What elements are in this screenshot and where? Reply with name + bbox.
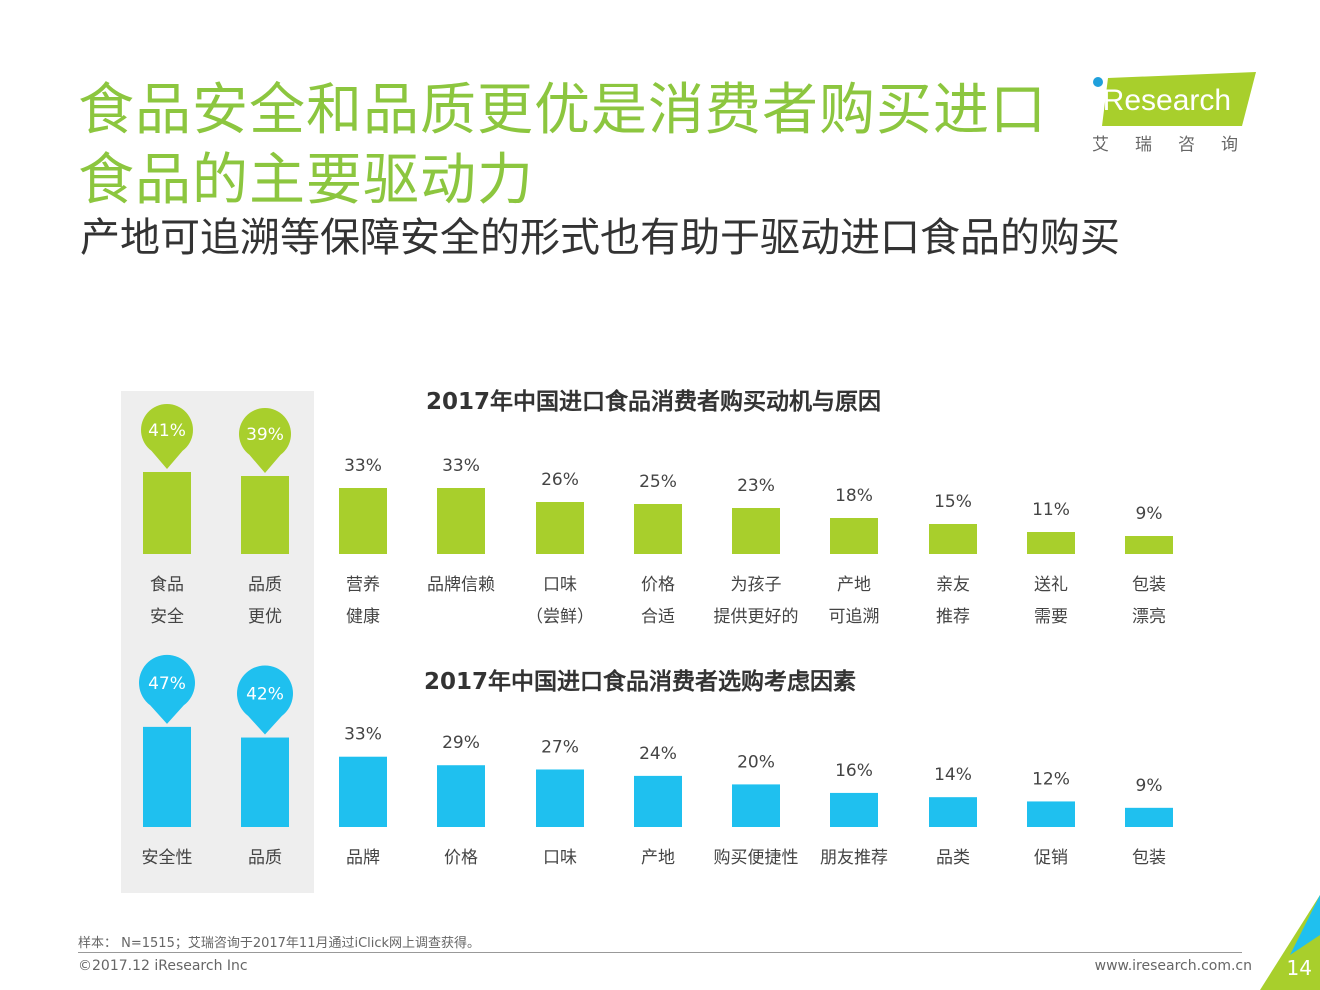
category-label-line2-0-2: 健康 <box>346 607 380 627</box>
bar-1-7 <box>830 792 878 827</box>
bar-1-1 <box>241 737 289 827</box>
bar-0-5 <box>634 504 682 554</box>
category-label-0-9: 送礼 <box>1034 575 1068 595</box>
category-label-1-0: 安全性 <box>142 848 193 868</box>
sample-note: 样本： N=1515；艾瑞咨询于2017年11月通过iClick网上调查获得。 <box>78 936 481 951</box>
value-pin-1-0 <box>139 654 196 724</box>
category-label-line2-0-6: 提供更好的 <box>714 607 799 627</box>
bar-0-9 <box>1027 532 1075 554</box>
category-label-line2-0-9: 需要 <box>1034 607 1068 627</box>
value-label-1-4: 27% <box>541 737 579 757</box>
value-label-1-3: 29% <box>442 733 480 753</box>
page-number: 14 <box>1286 956 1312 980</box>
bar-1-3 <box>437 765 485 827</box>
category-label-line2-0-4: （尝鲜） <box>526 607 594 627</box>
value-label-1-8: 14% <box>934 765 972 785</box>
category-label-1-8: 品类 <box>936 848 970 868</box>
category-label-0-4: 口味 <box>543 575 577 595</box>
bar-1-2 <box>339 756 387 827</box>
value-label-0-9: 11% <box>1032 500 1070 520</box>
website-link[interactable]: www.iresearch.com.cn <box>1094 958 1252 974</box>
category-label-1-5: 产地 <box>641 848 675 868</box>
value-label-1-9: 12% <box>1032 769 1070 789</box>
category-label-0-3: 品牌信赖 <box>427 575 495 595</box>
category-label-1-7: 朋友推荐 <box>820 848 888 868</box>
chart-title-motivation: 2017年中国进口食品消费者购买动机与原因 <box>426 389 882 415</box>
bar-1-6 <box>732 784 780 827</box>
category-label-0-1: 品质 <box>248 575 282 595</box>
page-title-line-1: 食品安全和品质更优是消费者购买进口 <box>78 78 1047 143</box>
value-label-1-0: 47% <box>148 674 186 694</box>
value-label-0-3: 33% <box>442 456 480 476</box>
category-label-line2-0-5: 合适 <box>641 607 675 627</box>
value-label-1-6: 20% <box>737 752 775 772</box>
chart-title-factors: 2017年中国进口食品消费者选购考虑因素 <box>424 669 857 695</box>
value-label-0-1: 39% <box>246 425 284 445</box>
bar-1-0 <box>143 726 191 827</box>
category-label-1-1: 品质 <box>248 848 282 868</box>
value-label-1-10: 9% <box>1136 776 1163 796</box>
category-label-0-10: 包装 <box>1132 575 1166 595</box>
corner-triangle-decoration <box>1260 895 1320 990</box>
value-pin-1-1 <box>237 665 293 735</box>
bar-0-7 <box>830 518 878 554</box>
category-label-line2-0-8: 推荐 <box>936 607 970 627</box>
bar-0-10 <box>1125 536 1173 554</box>
value-label-1-1: 42% <box>246 685 284 705</box>
category-label-1-6: 购买便捷性 <box>714 848 799 868</box>
bar-0-1 <box>241 476 289 554</box>
value-pin-0-1 <box>239 408 292 473</box>
iresearch-logo: iResearch <box>1093 72 1256 126</box>
page-subtitle: 产地可追溯等保障安全的形式也有助于驱动进口食品的购买 <box>80 215 1120 261</box>
bar-0-6 <box>732 508 780 554</box>
bar-1-4 <box>536 769 584 827</box>
value-label-1-2: 33% <box>344 725 382 745</box>
svg-text:iResearch: iResearch <box>1096 84 1231 117</box>
value-label-0-10: 9% <box>1136 504 1163 524</box>
category-label-1-9: 促销 <box>1034 848 1068 868</box>
category-label-line2-0-1: 更优 <box>248 607 282 627</box>
category-label-0-8: 亲友 <box>936 575 970 595</box>
copyright-text: ©2017.12 iResearch Inc <box>78 958 248 974</box>
value-label-0-4: 26% <box>541 470 579 490</box>
category-label-line2-0-10: 漂亮 <box>1132 607 1166 627</box>
page-title-line-2: 食品的主要驱动力 <box>78 148 534 213</box>
category-label-1-10: 包装 <box>1132 848 1166 868</box>
bar-0-0 <box>143 472 191 554</box>
category-label-1-4: 口味 <box>543 848 577 868</box>
category-label-0-0: 食品 <box>150 575 184 595</box>
value-label-0-2: 33% <box>344 456 382 476</box>
value-label-0-0: 41% <box>148 421 186 441</box>
value-label-1-5: 24% <box>639 744 677 764</box>
bar-1-8 <box>929 797 977 827</box>
bar-0-4 <box>536 502 584 554</box>
category-label-0-5: 价格 <box>641 575 675 595</box>
bar-1-10 <box>1125 807 1173 827</box>
category-label-1-3: 价格 <box>444 848 478 868</box>
category-label-0-2: 营养 <box>346 575 380 595</box>
value-label-0-6: 23% <box>737 476 775 496</box>
bar-0-3 <box>437 488 485 554</box>
category-label-1-2: 品牌 <box>346 848 380 868</box>
bar-0-8 <box>929 524 977 554</box>
category-label-0-7: 产地 <box>837 575 871 595</box>
value-label-0-7: 18% <box>835 486 873 506</box>
value-pin-0-0 <box>141 404 193 469</box>
value-label-1-7: 16% <box>835 761 873 781</box>
iresearch-logo-cn: 艾瑞咨询 <box>1092 135 1264 155</box>
value-label-0-8: 15% <box>934 492 972 512</box>
category-label-line2-0-0: 安全 <box>150 607 184 627</box>
value-label-0-5: 25% <box>639 472 677 492</box>
footer-divider <box>78 952 1242 953</box>
category-label-0-6: 为孩子 <box>731 575 782 595</box>
bar-1-9 <box>1027 801 1075 827</box>
category-label-line2-0-7: 可追溯 <box>829 607 880 627</box>
bar-1-5 <box>634 775 682 827</box>
bar-0-2 <box>339 488 387 554</box>
